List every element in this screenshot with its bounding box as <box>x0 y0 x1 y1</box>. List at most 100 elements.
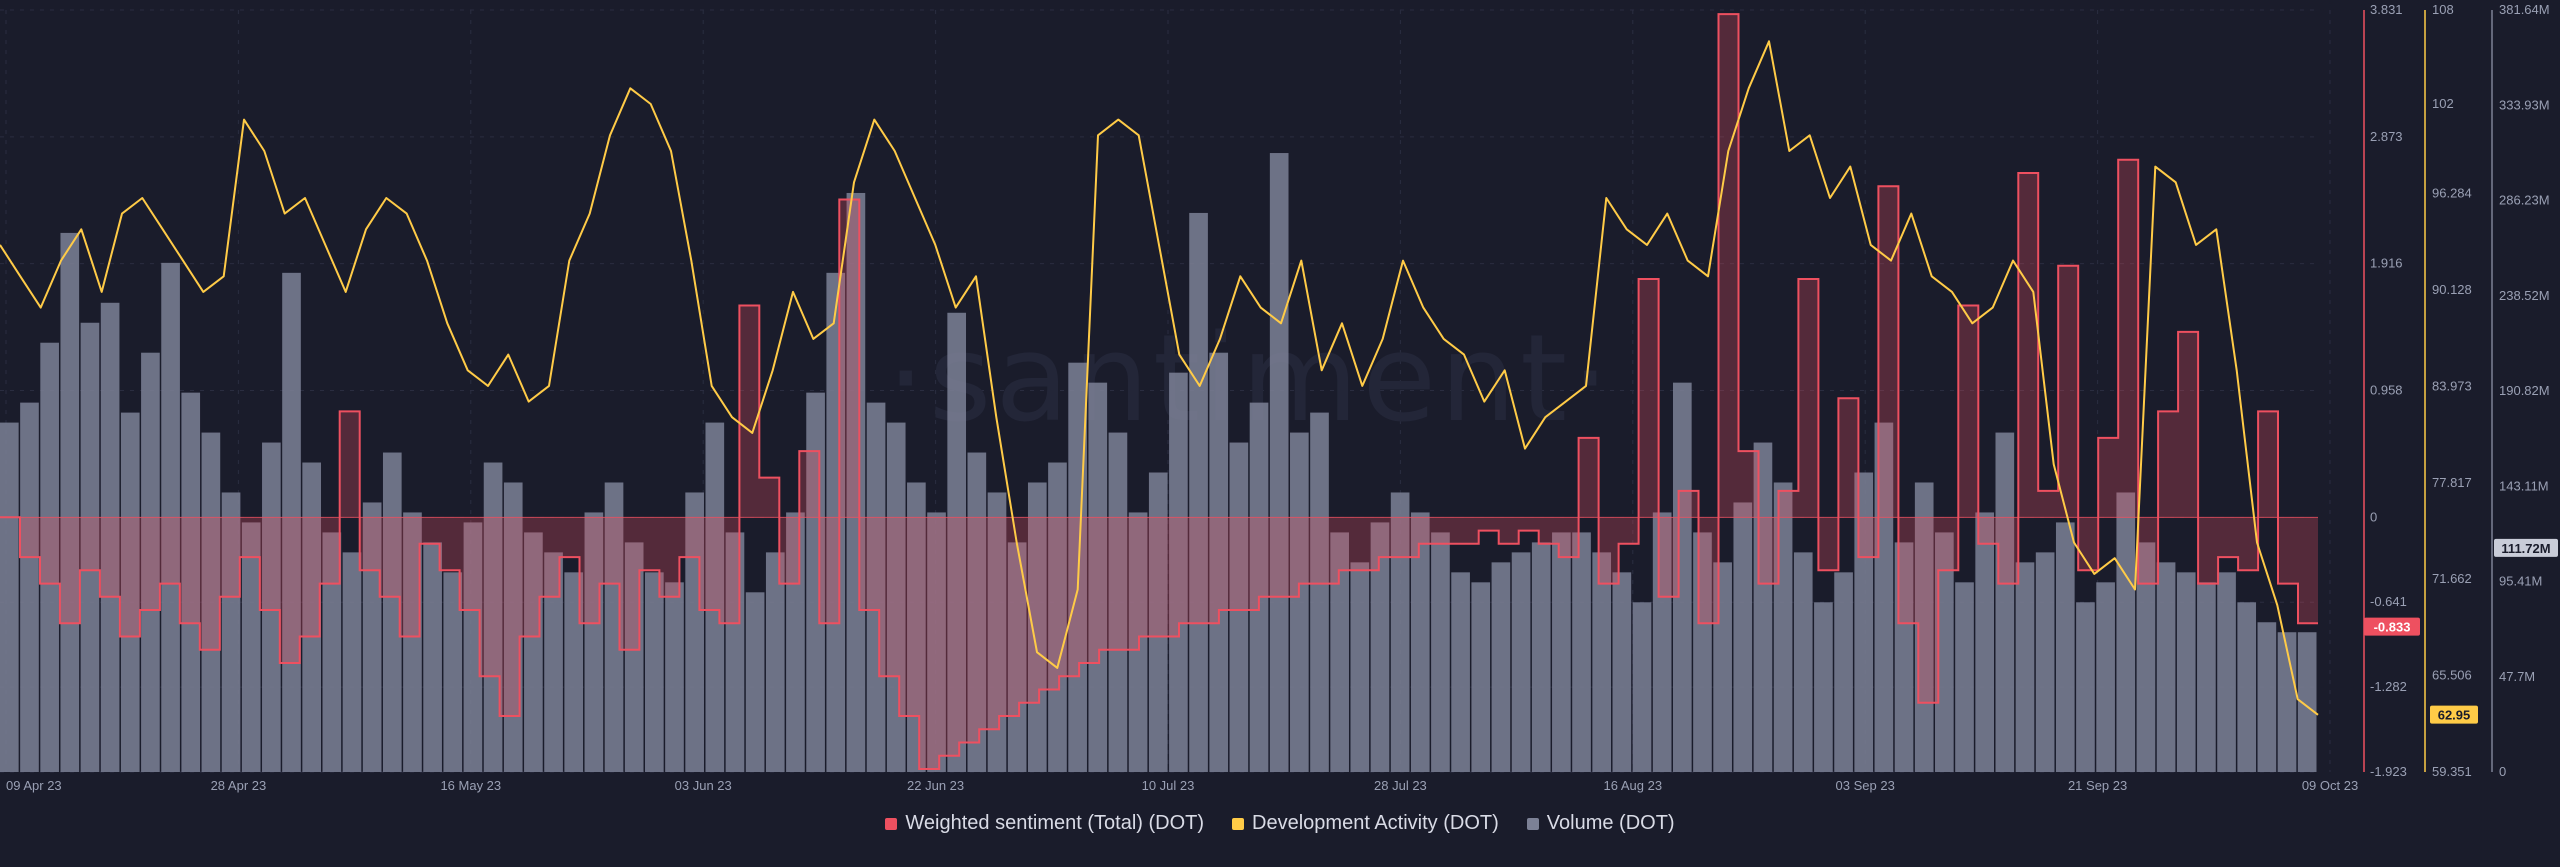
x-tick-label: 03 Sep 23 <box>1836 778 1895 793</box>
volume-bar <box>584 512 604 772</box>
volume-bar <box>1451 572 1470 772</box>
volume-bar <box>80 322 100 772</box>
volume-bar <box>483 462 503 772</box>
volume-bar <box>282 272 301 772</box>
x-tick-label: 28 Jul 23 <box>1374 778 1427 793</box>
volume-bar <box>947 312 967 772</box>
legend-item-volume[interactable]: Volume (DOT) <box>1526 812 1675 835</box>
volume-bar <box>403 512 422 772</box>
volume-bar <box>2035 552 2055 772</box>
volume-bar <box>1269 153 1289 772</box>
volume-bar <box>0 422 19 772</box>
dev-activity-current-badge: 62.95 <box>2438 708 2471 723</box>
volume-bar <box>382 452 402 772</box>
volume-bar <box>60 232 80 772</box>
x-tick-label: 21 Sep 23 <box>2068 778 2127 793</box>
dev-activity-tick-label: 90.128 <box>2432 282 2472 297</box>
volume-bar <box>1491 562 1511 772</box>
volume-bar <box>1410 512 1430 772</box>
legend-item-dev-activity[interactable]: Development Activity (DOT) <box>1232 812 1499 835</box>
x-tick-label: 10 Jul 23 <box>1142 778 1195 793</box>
volume-bar <box>1652 512 1672 772</box>
volume-bar <box>987 492 1007 772</box>
volume-bar <box>1955 582 1974 772</box>
dev-activity-line <box>0 40 2319 716</box>
volume-bar <box>2237 602 2257 772</box>
dev-activity-tick-label: 77.817 <box>2432 475 2472 490</box>
volume-bar <box>1290 432 1309 772</box>
volume-bar <box>241 522 261 772</box>
volume-bar <box>302 462 322 772</box>
volume-bar <box>342 552 362 772</box>
legend-item-sentiment[interactable]: Weighted sentiment (Total) (DOT) <box>885 812 1204 835</box>
volume-bar <box>1793 552 1813 772</box>
legend-swatch-sentiment <box>885 817 898 830</box>
volume-bar <box>1995 432 2015 772</box>
chart-canvas: ·santiment· 3.8312.8731.9160.9580-0.641-… <box>0 2 2558 793</box>
volume-bar <box>544 552 563 772</box>
volume-bar <box>1975 512 1994 772</box>
volume-bar <box>846 192 866 772</box>
volume-bar <box>2015 562 2035 772</box>
volume-bar <box>765 552 785 772</box>
sentiment-tick-label: -1.923 <box>2370 764 2407 779</box>
volume-bar <box>120 412 140 772</box>
sentiment-series <box>0 13 2318 770</box>
volume-bar <box>1733 502 1753 772</box>
volume-bar <box>645 572 664 772</box>
volume-bar <box>826 272 846 772</box>
dev-activity-tick-label: 96.284 <box>2432 186 2472 201</box>
dev-activity-tick-label: 83.973 <box>2432 378 2472 393</box>
volume-bar <box>1027 482 1047 772</box>
sentiment-line <box>0 13 2318 770</box>
volume-bar <box>604 482 624 772</box>
volume-bar <box>2297 632 2317 772</box>
volume-bar <box>2136 542 2156 772</box>
volume-bar <box>524 532 543 772</box>
volume-bar <box>1048 462 1067 772</box>
volume-bar <box>1935 532 1954 772</box>
volume-bar <box>181 392 201 772</box>
sentiment-tick-label: -0.641 <box>2370 594 2407 609</box>
volume-bar <box>1672 382 1692 772</box>
legend-label-dev-activity: Development Activity (DOT) <box>1252 812 1499 834</box>
volume-tick-label: 238.52M <box>2499 288 2550 303</box>
volume-bar <box>1310 412 1329 772</box>
volume-tick-label: 47.7M <box>2499 669 2535 684</box>
volume-bar <box>1552 532 1571 772</box>
volume-bar <box>1511 552 1531 772</box>
volume-bar <box>745 592 765 772</box>
volume-bar <box>1572 532 1591 772</box>
volume-bar <box>2076 602 2095 772</box>
volume-bar <box>1148 472 1168 772</box>
sentiment-tick-label: -1.282 <box>2370 679 2407 694</box>
volume-bar <box>2116 492 2136 772</box>
x-tick-label: 09 Apr 23 <box>6 778 62 793</box>
volume-bar <box>1209 352 1229 772</box>
legend-label-volume: Volume (DOT) <box>1546 812 1675 834</box>
x-tick-label: 16 May 23 <box>440 778 501 793</box>
volume-tick-label: 143.11M <box>2499 478 2549 493</box>
volume-bar <box>2156 562 2176 772</box>
volume-bar <box>262 442 281 772</box>
volume-bar <box>1229 442 1249 772</box>
chart-axes: 3.831 2.873 1.916 0.958 0 -0.641 -1.282 -1.923 1… <box>6 2 2550 793</box>
volume-bar <box>1007 542 1027 772</box>
volume-bar <box>564 572 584 772</box>
volume-bar <box>463 522 483 772</box>
volume-bar <box>1390 492 1410 772</box>
volume-bar <box>2257 622 2277 772</box>
legend-label-sentiment: Weighted sentiment (Total) (DOT) <box>905 812 1205 834</box>
santiment-watermark: ·santiment· <box>887 310 1614 449</box>
volume-bar <box>1169 372 1188 772</box>
sentiment-tick-label: 1.916 <box>2370 256 2403 271</box>
volume-bar <box>503 482 523 772</box>
volume-bar <box>423 542 442 772</box>
dev-activity-tick-label: 102 <box>2432 96 2454 111</box>
volume-bar <box>1370 522 1390 772</box>
sentiment-tick-label: 2.873 <box>2370 129 2403 144</box>
volume-bar <box>40 342 59 772</box>
volume-bar <box>866 402 886 772</box>
volume-bar <box>2197 582 2216 772</box>
volume-bar <box>1612 572 1632 772</box>
